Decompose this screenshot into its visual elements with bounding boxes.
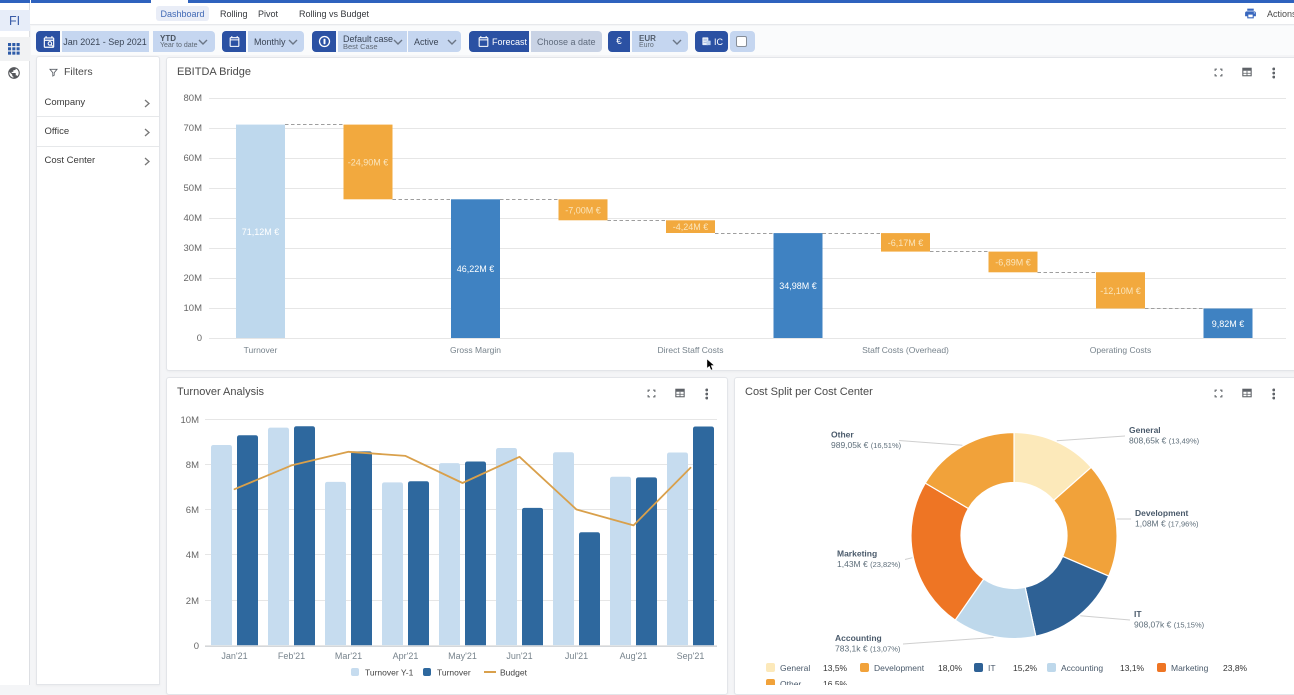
svg-text:-12,10M €: -12,10M € [1100,286,1141,296]
svg-text:Jul'21: Jul'21 [565,651,588,661]
svg-text:34,98M €: 34,98M € [779,281,817,291]
svg-text:IT: IT [1134,609,1142,619]
svg-text:Turnover: Turnover [437,668,471,678]
svg-text:IT: IT [988,663,996,673]
svg-text:60M: 60M [184,153,203,164]
svg-text:80M: 80M [184,93,203,104]
svg-text:Staff Costs (Overhead): Staff Costs (Overhead) [862,345,949,355]
svg-text:10M: 10M [184,303,203,314]
svg-text:4M: 4M [186,550,199,561]
svg-text:50M: 50M [184,183,203,194]
svg-text:Turnover Y-1: Turnover Y-1 [365,668,414,678]
svg-text:-7,00M €: -7,00M € [565,205,601,215]
svg-text:Marketing: Marketing [837,549,877,559]
svg-text:13,5%: 13,5% [823,663,848,673]
svg-text:23,8%: 23,8% [1223,663,1248,673]
svg-text:9,82M €: 9,82M € [1212,319,1245,329]
svg-text:General: General [1129,425,1161,435]
svg-text:May'21: May'21 [448,651,477,661]
svg-text:71,12M €: 71,12M € [242,227,280,237]
svg-text:30M: 30M [184,243,203,254]
svg-text:1,43M € (23,82%): 1,43M € (23,82%) [837,559,901,569]
svg-text:1,08M € (17,96%): 1,08M € (17,96%) [1135,519,1199,529]
svg-text:Accounting: Accounting [835,633,882,643]
svg-text:6M: 6M [186,505,199,516]
svg-text:Development: Development [1135,508,1189,518]
svg-text:Development: Development [874,663,925,673]
svg-text:16,5%: 16,5% [823,679,848,685]
svg-text:-24,90M €: -24,90M € [348,158,389,168]
svg-text:46,22M €: 46,22M € [457,264,495,274]
svg-text:-6,17M €: -6,17M € [888,238,924,248]
svg-text:-4,24M €: -4,24M € [673,222,709,232]
svg-text:70M: 70M [184,123,203,134]
svg-text:Turnover: Turnover [244,345,278,355]
svg-text:2M: 2M [186,596,199,607]
svg-text:908,07k € (15,15%): 908,07k € (15,15%) [1134,620,1205,630]
svg-text:Jun'21: Jun'21 [506,651,532,661]
svg-text:Apr'21: Apr'21 [393,651,419,661]
svg-text:20M: 20M [184,273,203,284]
svg-text:Feb'21: Feb'21 [278,651,305,661]
svg-text:Aug'21: Aug'21 [620,651,648,661]
svg-text:Other: Other [780,679,801,685]
svg-text:10M: 10M [181,415,200,426]
svg-text:Other: Other [831,430,854,440]
svg-text:Jan'21: Jan'21 [221,651,247,661]
svg-text:40M: 40M [184,213,203,224]
svg-text:0: 0 [197,333,202,344]
svg-text:8M: 8M [186,460,199,471]
svg-text:Accounting: Accounting [1061,663,1103,673]
svg-text:808,65k € (13,49%): 808,65k € (13,49%) [1129,436,1200,446]
svg-text:15,2%: 15,2% [1013,663,1038,673]
svg-text:Direct Staff Costs: Direct Staff Costs [658,345,724,355]
svg-text:0: 0 [194,641,199,652]
svg-text:Budget: Budget [500,668,528,678]
svg-text:Gross Margin: Gross Margin [450,345,501,355]
svg-text:783,1k € (13,07%): 783,1k € (13,07%) [835,644,901,654]
svg-text:Operating Costs: Operating Costs [1090,345,1151,355]
svg-text:Marketing: Marketing [1171,663,1209,673]
svg-text:Sep'21: Sep'21 [677,651,705,661]
svg-text:13,1%: 13,1% [1120,663,1145,673]
svg-text:989,05k € (16,51%): 989,05k € (16,51%) [831,440,902,450]
svg-text:Mar'21: Mar'21 [335,651,362,661]
svg-text:18,0%: 18,0% [938,663,963,673]
svg-text:-6,89M €: -6,89M € [995,257,1031,267]
svg-text:General: General [780,663,810,673]
